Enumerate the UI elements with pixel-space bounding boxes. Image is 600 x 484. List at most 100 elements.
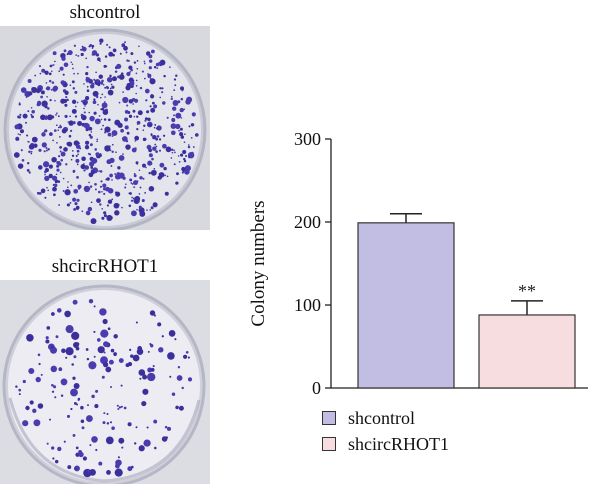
colony-dot: [142, 163, 146, 168]
colony-dot: [147, 350, 150, 353]
colony-dot: [159, 59, 166, 66]
colony-dot: [73, 72, 75, 75]
colony-dot: [118, 406, 122, 409]
colony-dot: [56, 112, 58, 115]
colony-dot: [80, 164, 86, 170]
colony-dot: [76, 163, 79, 166]
colony-dot: [126, 71, 131, 77]
colony-dot: [95, 152, 100, 157]
colony-dot: [98, 170, 100, 172]
colony-dot: [132, 197, 135, 200]
colony-dot: [76, 149, 80, 153]
colony-dot: [68, 134, 72, 138]
colony-dot: [30, 92, 33, 94]
colony-dot: [59, 136, 61, 138]
colony-dot: [88, 126, 93, 131]
colony-dot: [83, 111, 86, 114]
colony-dot: [109, 87, 112, 90]
colony-dot: [19, 133, 21, 136]
colony-dot: [91, 44, 95, 48]
colony-dot: [135, 79, 138, 82]
colony-dot: [100, 96, 102, 99]
colony-dot: [148, 153, 153, 158]
colony-dot: [103, 214, 107, 218]
colony-dot: [66, 414, 71, 418]
colony-dot: [64, 189, 71, 196]
colony-dot: [130, 199, 134, 202]
colony-dot: [130, 465, 134, 469]
colony-dot: [41, 142, 47, 148]
colony-dot: [103, 351, 106, 354]
colony-dot: [159, 96, 162, 99]
colony-dot: [99, 185, 103, 188]
colony-dot: [171, 118, 176, 123]
colony-dot: [51, 115, 55, 119]
colony-dot: [153, 126, 156, 129]
colony-dot: [103, 412, 106, 415]
colony-dot: [58, 204, 60, 206]
colony-dot: [156, 135, 160, 138]
colony-dot: [66, 186, 69, 189]
colony-dot: [133, 174, 137, 178]
colony-dot: [74, 115, 78, 118]
colony-dot: [173, 78, 177, 81]
colony-dot: [114, 210, 120, 216]
colony-dot: [66, 203, 70, 207]
colony-dot: [94, 118, 101, 125]
colony-dot: [92, 90, 99, 97]
colony-dot: [142, 177, 145, 180]
colony-dot: [46, 114, 53, 121]
colony-dot: [161, 91, 164, 94]
colony-dot: [81, 426, 85, 430]
colony-dot: [99, 308, 107, 316]
colony-dot: [175, 405, 179, 410]
colony-dot: [117, 75, 120, 79]
colony-dot: [70, 388, 78, 397]
colony-dot: [148, 148, 153, 153]
colony-dot: [48, 173, 53, 179]
colony-dot: [107, 199, 113, 204]
colony-dot: [59, 124, 62, 127]
colony-dot: [26, 134, 29, 137]
colony-dot: [163, 74, 166, 78]
colony-dot: [88, 172, 94, 178]
colony-dot: [120, 128, 124, 133]
colony-dot: [145, 166, 147, 169]
colony-dot: [115, 191, 121, 197]
colony-dot: [102, 361, 109, 368]
colony-dot: [61, 56, 66, 61]
colony-dot: [99, 42, 102, 45]
colony-dot: [81, 46, 87, 52]
colony-dot: [151, 157, 154, 161]
colony-dot: [101, 216, 105, 220]
colony-dot: [86, 85, 89, 88]
colony-dot: [63, 62, 69, 68]
colony-dot: [67, 121, 70, 123]
colony-dot: [31, 136, 38, 143]
colony-dot: [137, 110, 143, 116]
colony-dot: [135, 92, 138, 95]
colony-dot: [107, 118, 111, 122]
colony-dot: [100, 81, 104, 85]
colony-dot: [144, 77, 146, 80]
colony-dot: [147, 124, 149, 126]
colony-dot: [102, 318, 108, 325]
colony-dot: [109, 385, 113, 389]
colony-dot: [142, 200, 145, 203]
colony-dot: [150, 133, 153, 136]
colony-dot: [65, 96, 68, 99]
colony-dot: [65, 163, 68, 166]
colony-dot: [80, 419, 85, 424]
colony-dot: [104, 96, 106, 98]
colony-dot: [55, 173, 58, 176]
colony-dot: [138, 445, 145, 452]
colony-dot: [182, 149, 187, 155]
colony-dot: [126, 59, 129, 62]
colony-dot: [104, 55, 108, 58]
colony-dot: [79, 147, 82, 150]
colony-dot: [78, 451, 84, 458]
colony-dot: [183, 141, 186, 144]
colony-dot: [94, 404, 99, 409]
colony-dot: [101, 102, 108, 109]
colony-dot: [28, 171, 31, 174]
